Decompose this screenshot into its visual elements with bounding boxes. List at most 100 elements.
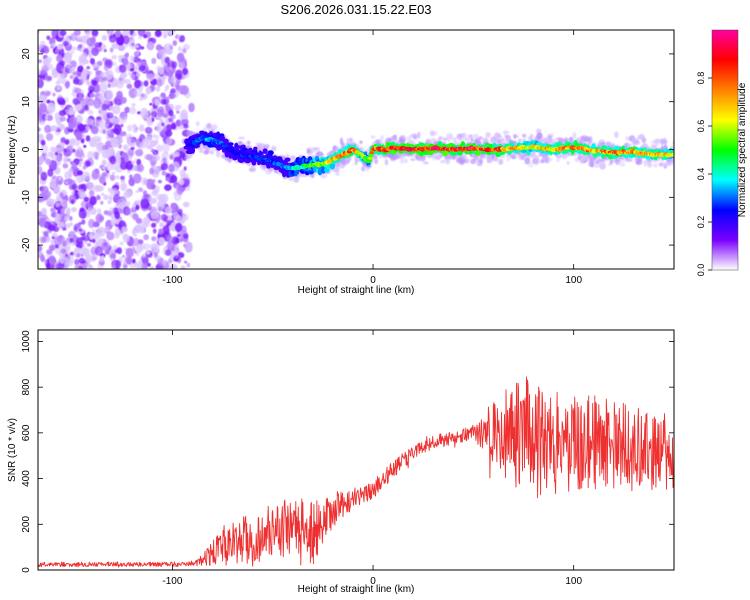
noise-blob <box>63 41 69 47</box>
noise-blob <box>182 48 187 54</box>
snr-x-tick-label: 100 <box>565 576 582 587</box>
noise-blob <box>74 87 82 94</box>
noise-blob <box>83 144 87 148</box>
noise-blob <box>66 178 73 185</box>
noise-blob <box>186 262 191 268</box>
noise-blob <box>151 57 157 65</box>
snr-y-tick-label: 800 <box>21 378 32 395</box>
noise-blob <box>161 142 170 153</box>
noise-blob <box>181 113 187 120</box>
noise-blob <box>184 241 193 253</box>
ridge-halo-blob <box>438 136 443 141</box>
noise-blob <box>177 208 183 215</box>
noise-blob <box>181 118 189 126</box>
noise-blob <box>104 249 110 255</box>
noise-blob <box>52 92 56 97</box>
noise-blob <box>40 254 45 262</box>
ridge-body-blob <box>216 131 220 136</box>
colorbar-tick-label: 0.0 <box>696 264 706 277</box>
ridge-halo-blob <box>423 161 429 165</box>
noise-blob <box>97 119 105 129</box>
noise-blob <box>75 131 83 141</box>
ridge-halo-blob <box>465 157 470 162</box>
noise-blob <box>39 112 43 117</box>
noise-blob <box>137 30 146 37</box>
noise-blob <box>41 207 47 216</box>
noise-blob <box>151 197 157 204</box>
noise-blob <box>165 129 173 137</box>
noise-blob <box>163 64 170 70</box>
noise-blob <box>159 118 164 124</box>
noise-blob <box>76 35 84 42</box>
noise-blob <box>123 145 127 150</box>
noise-blob <box>50 45 54 49</box>
noise-blob <box>126 65 131 72</box>
ridge-halo-blob <box>205 123 213 129</box>
noise-blob <box>138 35 142 40</box>
noise-blob <box>127 124 133 132</box>
noise-blob <box>174 255 179 259</box>
noise-blob <box>63 148 67 153</box>
noise-blob <box>119 72 128 79</box>
noise-blob <box>125 78 131 85</box>
spectrogram-signal-ridge <box>183 121 674 183</box>
noise-blob <box>56 85 62 91</box>
ridge-halo-blob <box>289 176 295 182</box>
noise-blob <box>138 187 144 192</box>
ridge-halo-blob <box>478 136 483 141</box>
noise-blob <box>111 187 118 194</box>
noise-blob <box>149 266 155 269</box>
noise-blob <box>59 116 67 122</box>
noise-blob <box>44 115 49 121</box>
ridge-halo-blob <box>555 158 560 163</box>
ridge-halo-blob <box>652 163 659 168</box>
noise-blob <box>149 140 157 147</box>
noise-blob <box>99 256 104 263</box>
noise-blob <box>60 248 67 254</box>
noise-blob <box>146 178 155 190</box>
noise-blob <box>88 70 92 75</box>
noise-blob <box>162 157 167 163</box>
noise-blob <box>180 265 186 269</box>
noise-blob <box>165 137 172 145</box>
noise-blob <box>129 174 133 179</box>
noise-blob <box>55 202 61 208</box>
noise-blob <box>130 68 135 72</box>
noise-blob <box>179 147 184 152</box>
noise-blob <box>59 192 64 198</box>
noise-blob <box>128 181 132 184</box>
noise-blob <box>106 129 114 137</box>
spectrogram-y-axis-label: Frequency (Hz) <box>7 116 18 185</box>
noise-blob <box>157 48 166 61</box>
noise-blob <box>101 241 110 251</box>
ridge-halo-blob <box>506 157 511 162</box>
noise-blob <box>175 79 181 85</box>
noise-blob <box>82 59 89 65</box>
noise-blob <box>108 30 113 33</box>
noise-blob <box>101 159 107 167</box>
noise-blob <box>89 57 95 65</box>
noise-blob <box>75 148 84 158</box>
noise-blob <box>86 66 91 70</box>
ridge-halo-blob <box>211 124 218 131</box>
ridge-body-blob <box>262 148 268 154</box>
noise-blob <box>66 158 71 162</box>
noise-blob <box>161 259 167 266</box>
noise-blob <box>103 195 108 200</box>
noise-blob <box>51 236 55 240</box>
figure-title: S206.2026.031.15.22.E03 <box>280 2 431 17</box>
noise-blob <box>54 213 62 222</box>
noise-blob <box>56 154 63 162</box>
ridge-body-blob <box>253 146 258 151</box>
noise-blob <box>46 35 51 41</box>
noise-blob <box>96 194 101 201</box>
ridge-body-blob <box>258 151 264 156</box>
noise-blob <box>155 86 161 92</box>
noise-blob <box>127 148 135 157</box>
noise-blob <box>107 83 112 88</box>
noise-blob <box>114 30 122 38</box>
noise-blob <box>170 247 175 252</box>
noise-blob <box>74 30 81 36</box>
noise-blob <box>143 34 148 39</box>
